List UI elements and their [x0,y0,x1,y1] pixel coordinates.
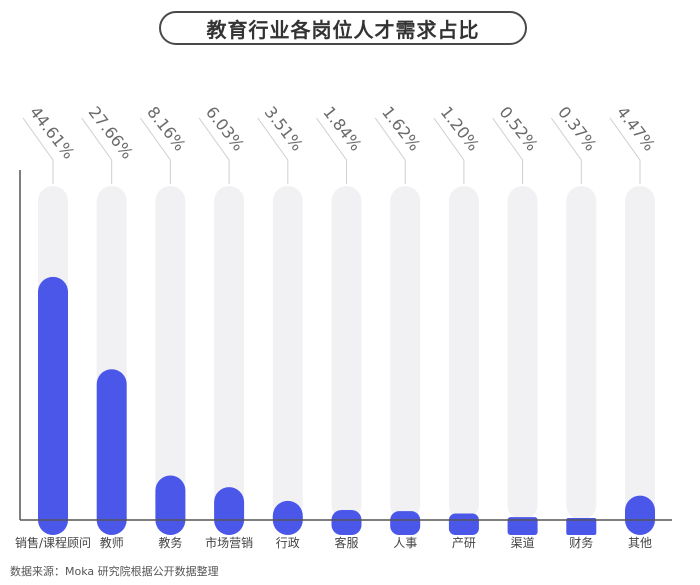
bar-track [390,186,421,520]
category-label: 销售/课程顾问 [15,535,91,550]
category-label: 财务 [569,535,593,550]
category-label: 渠道 [511,536,535,550]
category-label: 市场营销 [205,535,253,550]
value-pointer [492,117,524,184]
bar-track [155,186,186,520]
category-label: 客服 [334,535,358,550]
value-pointer [139,117,171,184]
value-pointer [198,117,230,184]
category-label: 行政 [276,536,300,550]
category-labels: 销售/课程顾问 教师 教务 市场营销 行政 客服 人事 产研 渠道 财务 其他 [15,535,652,550]
bar-track [448,186,479,520]
bar-tracks [38,186,655,520]
value-pointers [22,117,641,184]
value-pointer [374,117,406,184]
bar [507,517,538,535]
data-label: 1.84% [319,103,365,155]
data-label: 0.52% [495,103,541,155]
bar-track [214,186,245,520]
category-label: 人事 [393,536,417,550]
value-pointer [316,117,347,184]
bar-chart: 44.61% 27.66% 8.16% 6.03% 3.51% 1.84% 1.62% 1.2… [15,103,672,550]
data-label: 6.03% [202,103,248,155]
bar-track [331,186,362,520]
bar [96,369,127,535]
data-label: 8.16% [143,103,189,155]
source-note: 数据来源：Moka 研究院根据公开数据整理 [10,565,219,578]
value-pointer [81,117,113,184]
bar [38,276,68,535]
bar-track [625,186,655,520]
bar [214,487,245,535]
data-label: 1.20% [437,103,483,155]
data-label: 1.62% [378,103,424,155]
bar-track [566,186,597,520]
bar-track [507,186,538,520]
bar [155,475,186,535]
value-pointer [550,117,582,184]
bar [331,509,362,535]
bar [448,513,479,535]
data-label: 4.47% [613,103,659,155]
bar-track [272,186,303,520]
data-label: 0.37% [554,103,600,155]
bar [390,511,421,535]
data-label: 3.51% [261,103,307,155]
chart-title: 教育行业各岗位人才需求占比 [159,11,527,45]
category-label: 教务 [158,535,182,550]
bar [625,495,655,535]
value-pointer [609,117,641,184]
bar [566,517,597,535]
value-pointer [257,117,289,184]
value-pointer [433,117,465,184]
category-label: 教师 [100,535,124,550]
value-pointer [22,117,54,184]
bar [272,500,303,535]
category-label: 其他 [628,536,652,550]
category-label: 产研 [452,536,476,550]
